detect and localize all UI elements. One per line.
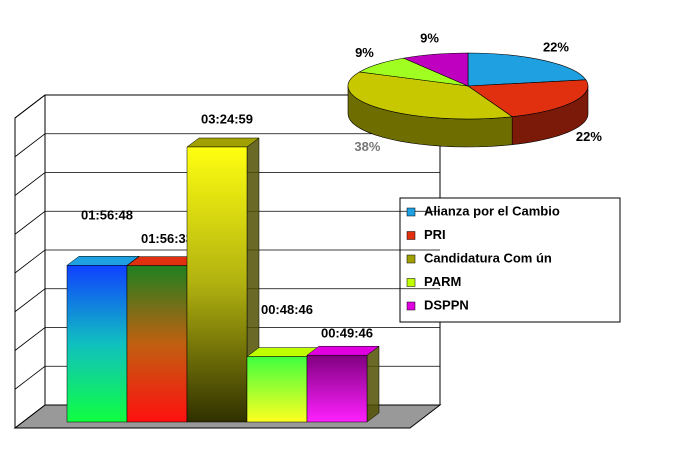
legend-swatch	[406, 231, 416, 240]
bar-top	[306, 345, 380, 356]
grid-line	[14, 249, 440, 274]
legend	[399, 197, 621, 323]
bar-top	[66, 256, 140, 266]
value-label: 01:56:48	[81, 208, 133, 223]
pie-slice	[347, 71, 514, 120]
bar	[186, 146, 248, 423]
grid-line	[14, 133, 440, 158]
legend-label: DSPPN	[424, 297, 469, 312]
bar	[246, 356, 308, 423]
value-label: 03:24:59	[201, 111, 253, 126]
grid-line	[14, 172, 440, 196]
legend-label: PARM	[424, 274, 461, 289]
bar	[66, 265, 128, 423]
bar-top	[186, 137, 260, 148]
bar	[126, 265, 188, 423]
legend-swatch	[406, 207, 416, 217]
grid-line	[14, 210, 440, 235]
pie-label: 9%	[420, 30, 439, 45]
legend-swatch	[406, 278, 416, 287]
legend-label: PRI	[424, 227, 446, 242]
value-label: 00:49:46	[321, 326, 373, 341]
pie-slice	[402, 52, 469, 87]
legend-label: Candidatura Com ún	[424, 250, 552, 265]
legend-swatch	[406, 254, 416, 264]
legend-swatch	[406, 301, 416, 311]
legend-label: Alianza por el Cambio	[424, 203, 560, 218]
pie-label: 9%	[355, 45, 374, 60]
pie-label: 38%	[354, 139, 380, 154]
grid-line	[14, 94, 440, 119]
value-label: 01:56:33	[141, 231, 193, 246]
pie-label: 22%	[543, 40, 569, 55]
grid-line	[14, 327, 440, 351]
value-label: 00:48:46	[261, 302, 313, 317]
grid-line	[14, 288, 440, 313]
pie-label: 22%	[576, 129, 602, 144]
bar	[306, 354, 368, 423]
pie-slice	[467, 79, 589, 117]
pie-slice	[467, 52, 587, 87]
bar-side	[366, 345, 380, 423]
